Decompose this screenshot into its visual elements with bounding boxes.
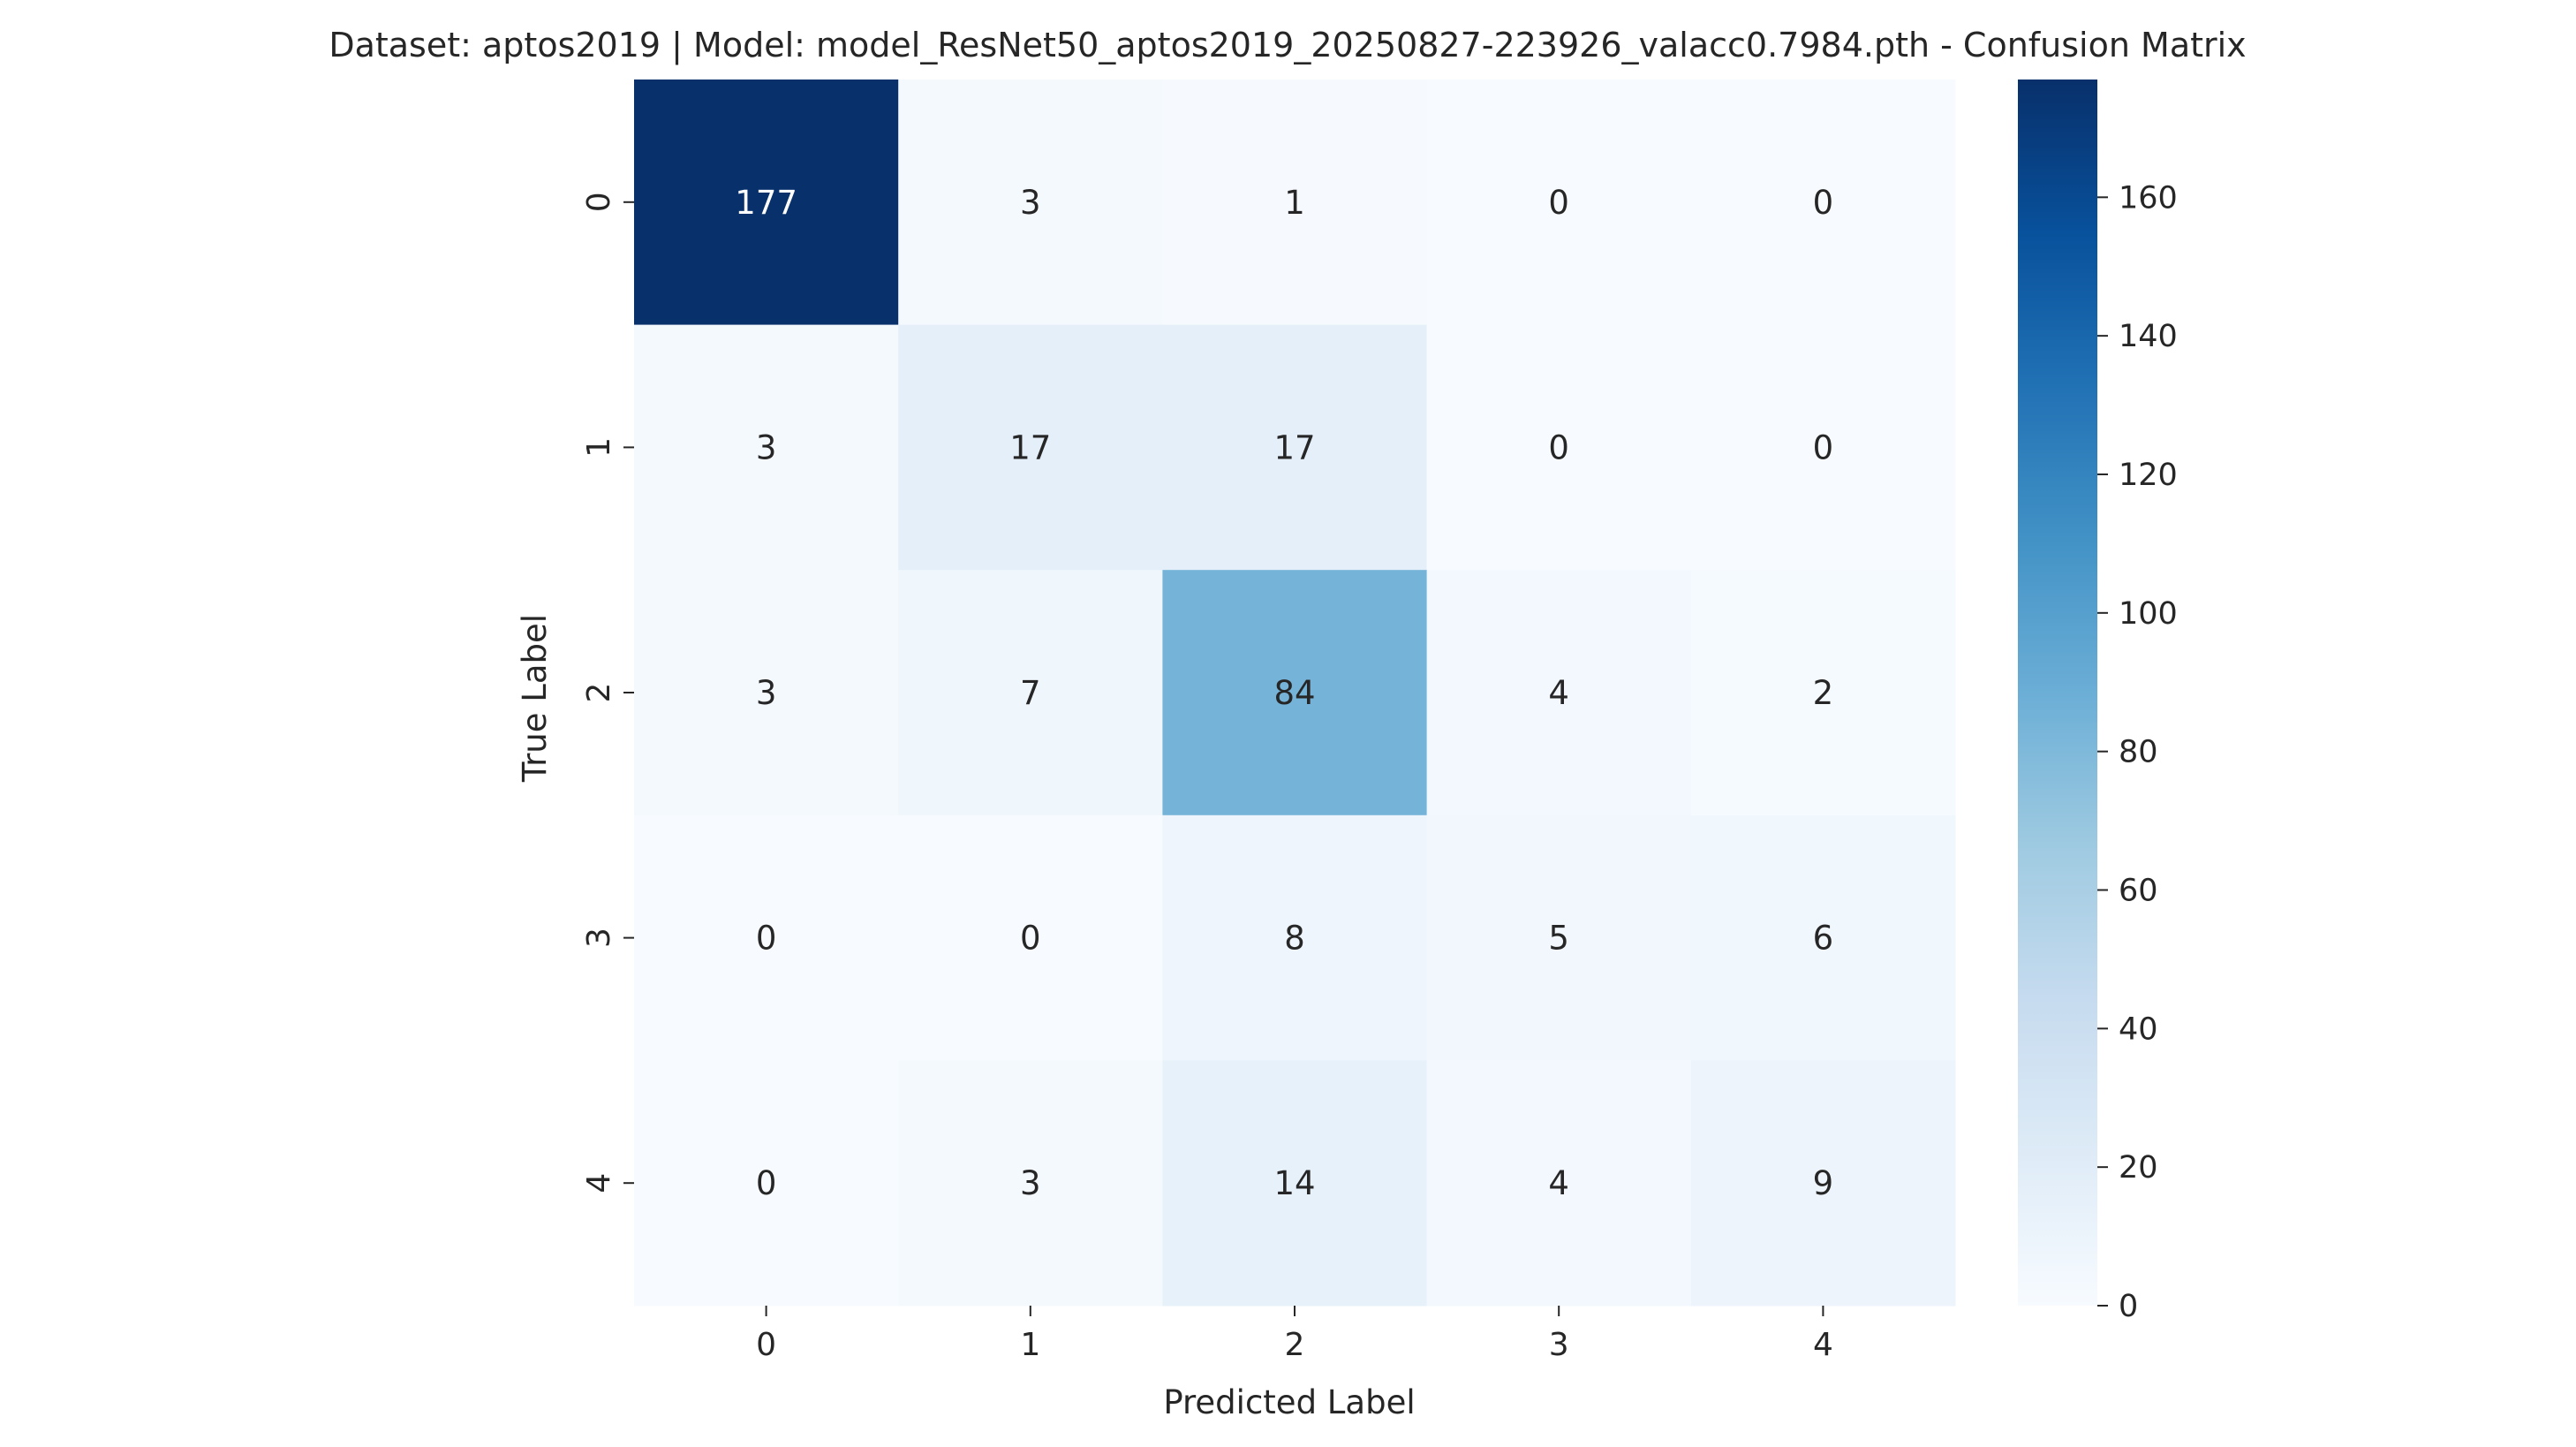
cell-value-label: 4 — [1548, 1164, 1569, 1202]
colorbar-tick-label: 100 — [2119, 596, 2178, 632]
y-axis-ticks: 0 1 2 3 4 — [581, 192, 634, 1193]
heatmap-cell — [1426, 324, 1692, 571]
heatmap-cell — [1690, 80, 1956, 326]
heatmap: 177 3 1 0 03 17 17 0 03 7 84 4 20 0 8 5 60 3 14 4 9 — [634, 80, 1956, 1307]
heatmap-cell — [1426, 814, 1692, 1061]
cell-value-label: 6 — [1813, 920, 1834, 958]
heatmap-cell — [898, 570, 1163, 816]
x-tick-label: 3 — [1549, 1327, 1569, 1363]
cell-value-label: 14 — [1273, 1164, 1315, 1202]
colorbar-tick-label: 60 — [2119, 873, 2158, 908]
heatmap-cell — [1690, 324, 1956, 571]
cell-value-label: 3 — [756, 428, 777, 466]
heatmap-cell — [1162, 814, 1428, 1061]
cell-value-label: 3 — [1020, 184, 1041, 222]
colorbar-tick-label: 80 — [2119, 735, 2158, 770]
cell-value-label: 7 — [1020, 674, 1041, 712]
y-tick-label: 1 — [581, 437, 617, 458]
x-tick-label: 0 — [756, 1327, 776, 1363]
x-tick-label: 1 — [1020, 1327, 1040, 1363]
colorbar-tick-label: 20 — [2119, 1150, 2158, 1186]
heatmap-cell — [634, 814, 899, 1061]
heatmap-cell — [1162, 324, 1428, 571]
x-axis-label: Predicted Label — [1163, 1383, 1415, 1421]
cell-value-label: 8 — [1284, 920, 1305, 958]
y-axis-label: True Label — [516, 614, 554, 783]
cell-value-label: 0 — [1548, 184, 1569, 222]
colorbar-tick-label: 120 — [2119, 458, 2178, 493]
heatmap-cell — [898, 1060, 1163, 1307]
colorbar — [2018, 80, 2097, 1306]
cell-value-label: 0 — [1813, 184, 1834, 222]
heatmap-cell — [1690, 814, 1956, 1061]
cell-value-label: 0 — [1813, 428, 1834, 466]
cell-value-label: 177 — [735, 184, 797, 222]
heatmap-cell — [634, 1060, 899, 1307]
heatmap-cell — [1426, 1060, 1692, 1307]
heatmap-cell — [1690, 1060, 1956, 1307]
cell-value-label: 1 — [1284, 184, 1305, 222]
heatmap-cell — [1162, 80, 1428, 326]
y-tick-label: 0 — [581, 192, 617, 212]
heatmap-cell — [898, 324, 1163, 571]
colorbar-tick-label: 160 — [2119, 180, 2178, 216]
cell-value-label: 0 — [1020, 920, 1041, 958]
colorbar-tick-label: 140 — [2119, 319, 2178, 354]
cell-value-label: 17 — [1009, 428, 1051, 466]
heatmap-cell — [634, 570, 899, 816]
heatmap-cell — [634, 324, 899, 571]
chart-title: Dataset: aptos2019 | Model: model_ResNet… — [329, 26, 2246, 65]
heatmap-cell — [1426, 80, 1692, 326]
cell-value-label: 3 — [756, 674, 777, 712]
cell-value-label: 5 — [1548, 920, 1569, 958]
cell-value-label: 0 — [756, 1164, 777, 1202]
cell-value-label: 84 — [1273, 674, 1315, 712]
colorbar-ticks: 0 20 40 60 80 100 120 140 160 — [2097, 180, 2178, 1324]
cell-value-label: 2 — [1813, 674, 1834, 712]
y-tick-label: 3 — [581, 928, 617, 948]
heatmap-cell — [1162, 570, 1428, 816]
cell-value-label: 0 — [1548, 428, 1569, 466]
cell-value-label: 3 — [1020, 1164, 1041, 1202]
cell-value-label: 4 — [1548, 674, 1569, 712]
x-tick-label: 2 — [1285, 1327, 1305, 1363]
cell-value-label: 17 — [1273, 428, 1315, 466]
x-axis-ticks: 0 1 2 3 4 — [756, 1306, 1833, 1363]
y-tick-label: 4 — [581, 1173, 617, 1193]
heatmap-cell — [898, 814, 1163, 1061]
colorbar-tick-label: 40 — [2119, 1011, 2158, 1047]
heatmap-cell — [1426, 570, 1692, 816]
heatmap-cell — [898, 80, 1163, 326]
cell-value-label: 0 — [756, 920, 777, 958]
heatmap-cell — [1162, 1060, 1428, 1307]
heatmap-cell — [634, 80, 899, 326]
heatmap-cell — [1690, 570, 1956, 816]
colorbar-tick-label: 0 — [2119, 1289, 2138, 1324]
cell-value-label: 9 — [1813, 1164, 1834, 1202]
x-tick-label: 4 — [1813, 1327, 1833, 1363]
y-tick-label: 2 — [581, 683, 617, 703]
